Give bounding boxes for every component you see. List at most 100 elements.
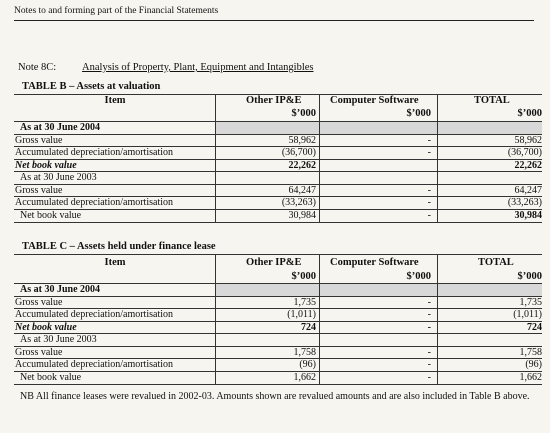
cell-ip: 22,262 [216, 159, 320, 172]
cell-sw: - [320, 321, 438, 334]
cell-sw: - [320, 309, 438, 322]
cell-ip: (36,700) [216, 147, 320, 160]
cell-sw: - [320, 346, 438, 359]
table-row: As at 30 June 2003 [14, 172, 542, 185]
cell-item: Accumulated depreciation/amortisation [14, 309, 216, 322]
cell-total [438, 172, 542, 185]
cell-item: As at 30 June 2004 [14, 284, 216, 297]
table-row: Gross value 64,247-64,247 [14, 184, 542, 197]
table-row: Accumulated depreciation/amortisation (1,… [14, 309, 542, 322]
table-b-col-ip-unit: $’000 [291, 108, 317, 119]
cell-sw: - [320, 184, 438, 197]
cell-sw [320, 172, 438, 185]
cell-item: As at 30 June 2003 [14, 334, 216, 347]
table-row: Net book value 30,984-30,984 [14, 209, 543, 222]
cell-total: (33,263) [438, 197, 542, 210]
cell-total [438, 284, 542, 297]
cell-total: 64,247 [438, 185, 542, 197]
cell-ip [216, 122, 320, 135]
table-c-col-total-unit: $’000 [517, 271, 543, 282]
table-row: Gross value 58,962-58,962 [14, 134, 542, 147]
cell-ip: 1,735 [216, 296, 320, 309]
table-b-col-sw: Computer Software $’000 [320, 94, 438, 122]
cell-item: Net book value [14, 209, 216, 222]
table-c-col-sw-label: Computer Software [330, 257, 419, 268]
table-row: Accumulated depreciation/amortisation (33… [14, 197, 542, 210]
cell-total [438, 122, 542, 135]
cell-sw: - [320, 197, 438, 210]
cell-ip [216, 284, 320, 297]
table-c-col-ip-unit: $’000 [291, 271, 317, 282]
cell-total: (96) [438, 359, 542, 372]
page-header: Notes to and forming part of the Financi… [14, 6, 534, 21]
cell-sw [320, 159, 438, 172]
cell-sw: - [320, 371, 438, 384]
cell-ip: 30,984 [216, 209, 320, 222]
table-b-col-sw-label: Computer Software [330, 95, 419, 106]
cell-ip: 64,247 [216, 184, 320, 197]
cell-ip: (33,263) [216, 197, 320, 210]
cell-total [438, 334, 542, 347]
table-row: Net book value 22,262 22,262 [14, 159, 542, 172]
cell-sw [320, 284, 438, 297]
cell-sw: - [320, 134, 438, 147]
table-b-col-ip: Other IP&E $’000 [216, 94, 320, 122]
cell-ip: 724 [216, 321, 320, 334]
table-c-col-item: Item [14, 254, 216, 284]
cell-ip: 1,662 [216, 371, 320, 384]
cell-item: Gross value [14, 134, 216, 147]
table-c-col-ip-label: Other IP&E [246, 257, 302, 268]
cell-sw: - [320, 209, 438, 222]
cell-ip [216, 334, 320, 347]
cell-total: 30,984 [514, 209, 543, 221]
cell-item: Gross value [14, 346, 216, 359]
table-row: As at 30 June 2004 [14, 122, 542, 135]
cell-sw: - [320, 296, 438, 309]
table-c-col-sw-unit: $’000 [406, 271, 432, 282]
table-b-col-total-unit: $’000 [517, 108, 543, 119]
cell-total: (1,011) [438, 309, 542, 322]
cell-total: 1,662 [519, 371, 543, 383]
table-c-col-total-label: TOTAL [478, 257, 514, 268]
cell-sw [320, 334, 438, 347]
cell-item: Accumulated depreciation/amortisation [14, 197, 216, 210]
cell-total: 22,262 [438, 160, 542, 172]
table-b-col-ip-label: Other IP&E [246, 95, 302, 106]
table-row: As at 30 June 2004 [14, 284, 542, 297]
table-row: Accumulated depreciation/amortisation (96… [14, 359, 542, 372]
cell-ip: (1,011) [216, 309, 320, 322]
table-c-col-total: TOTAL $’000 [438, 254, 542, 284]
cell-ip: 1,758 [216, 346, 320, 359]
cell-sw: - [320, 147, 438, 160]
table-row: Accumulated depreciation/amortisation (36… [14, 147, 542, 160]
cell-ip: (96) [216, 359, 320, 372]
cell-total: 1,758 [438, 347, 542, 359]
table-b-title: TABLE B – Assets at valuation [22, 81, 161, 92]
cell-total: 1,735 [438, 297, 542, 309]
footnote: NB All finance leases were revalued in 2… [20, 391, 530, 402]
cell-item: Net book value [14, 371, 216, 384]
cell-sw: - [320, 359, 438, 372]
cell-item: Accumulated depreciation/amortisation [14, 359, 216, 372]
cell-item: Accumulated depreciation/amortisation [14, 147, 216, 160]
note-id: Note 8C: [18, 62, 57, 73]
cell-total: 724 [438, 322, 542, 334]
table-row: Gross value 1,735-1,735 [14, 296, 542, 309]
table-b-col-total-label: TOTAL [474, 95, 510, 106]
cell-item: As at 30 June 2003 [14, 172, 216, 185]
table-row: Net book value 724-724 [14, 321, 542, 334]
table-b-col-total: TOTAL $’000 [438, 94, 542, 122]
table-row: As at 30 June 2003 [14, 334, 542, 347]
table-c-title: TABLE C – Assets held under finance leas… [22, 241, 216, 252]
cell-total: 58,962 [438, 135, 542, 147]
table-b-col-item: Item [14, 94, 216, 122]
table-b-col-sw-unit: $’000 [406, 108, 432, 119]
note-heading: Note 8C: Analysis of Property, Plant, Eq… [18, 62, 314, 73]
table-row: Gross value 1,758-1,758 [14, 346, 542, 359]
table-c-header: Item Other IP&E $’000 Computer Software … [14, 254, 542, 284]
cell-item: Gross value [14, 184, 216, 197]
cell-sw [320, 122, 438, 135]
table-row: Net book value 1,662-1,662 [14, 371, 543, 384]
cell-item: Gross value [14, 296, 216, 309]
cell-ip: 58,962 [216, 134, 320, 147]
